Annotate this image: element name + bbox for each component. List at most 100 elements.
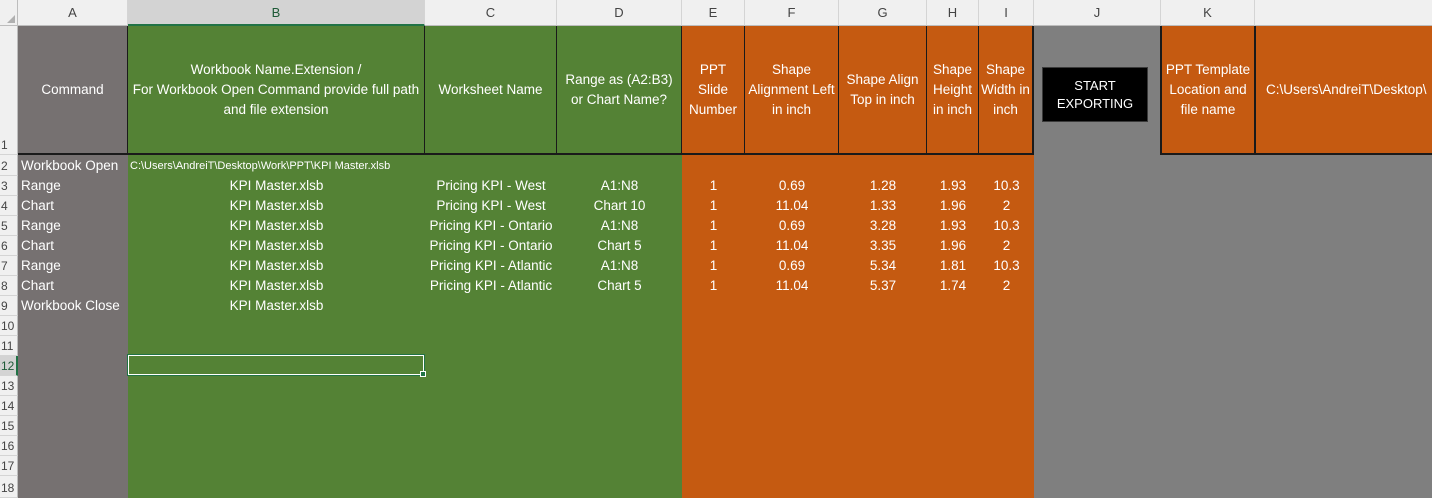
header-height[interactable]: Shape Height in inch bbox=[927, 26, 979, 155]
cell-width[interactable]: 2 bbox=[1002, 198, 1011, 213]
cell-worksheet[interactable]: Pricing KPI - Ontario bbox=[429, 218, 553, 233]
cell-top[interactable]: 1.28 bbox=[869, 178, 897, 193]
fill-handle[interactable] bbox=[420, 371, 426, 377]
row-header-3[interactable]: 3 bbox=[0, 176, 18, 196]
column-header-i[interactable]: I bbox=[979, 0, 1034, 26]
cell-slide[interactable]: 1 bbox=[709, 238, 718, 253]
row-header-2[interactable]: 2 bbox=[0, 155, 18, 176]
cell-height[interactable]: 1.81 bbox=[939, 258, 967, 273]
column-header-d[interactable]: D bbox=[557, 0, 682, 26]
cell-command[interactable]: Chart bbox=[21, 278, 55, 293]
row-header-17[interactable]: 17 bbox=[0, 456, 18, 476]
row-header-14[interactable]: 14 bbox=[0, 396, 18, 416]
cell-left[interactable]: 0.69 bbox=[778, 258, 806, 273]
cell-command[interactable]: Chart bbox=[21, 238, 55, 253]
cell-workbook[interactable]: KPI Master.xlsb bbox=[229, 198, 324, 213]
row-header-8[interactable]: 8 bbox=[0, 276, 18, 296]
cell-range[interactable]: Chart 10 bbox=[593, 198, 646, 213]
cell-width[interactable]: 2 bbox=[1002, 278, 1011, 293]
cell-height[interactable]: 1.74 bbox=[939, 278, 967, 293]
header-width[interactable]: Shape Width in inch bbox=[979, 26, 1034, 155]
cell-worksheet[interactable]: Pricing KPI - West bbox=[436, 198, 546, 213]
column-header-h[interactable]: H bbox=[927, 0, 979, 26]
cell-workbook[interactable]: KPI Master.xlsb bbox=[229, 238, 324, 253]
cell-command[interactable]: Chart bbox=[21, 198, 55, 213]
row-header-9[interactable]: 9 bbox=[0, 296, 18, 316]
cell-workbook[interactable]: KPI Master.xlsb bbox=[229, 298, 324, 313]
cell-top[interactable]: 5.37 bbox=[869, 278, 897, 293]
cell-workbook[interactable]: KPI Master.xlsb bbox=[229, 258, 324, 273]
column-header-e[interactable]: E bbox=[682, 0, 745, 26]
column-header-g[interactable]: G bbox=[839, 0, 927, 26]
row-header-13[interactable]: 13 bbox=[0, 376, 18, 396]
column-header-k[interactable]: K bbox=[1161, 0, 1255, 26]
cell-command[interactable]: Range bbox=[21, 178, 61, 193]
cell-height[interactable]: 1.93 bbox=[939, 218, 967, 233]
header-range[interactable]: Range as (A2:B3) or Chart Name? bbox=[557, 26, 682, 155]
cell-worksheet[interactable]: Pricing KPI - Atlantic bbox=[429, 278, 553, 293]
cell-top[interactable]: 5.34 bbox=[869, 258, 897, 273]
cell-width[interactable]: 10.3 bbox=[993, 258, 1020, 273]
row-header-4[interactable]: 4 bbox=[0, 196, 18, 216]
cell-range[interactable]: Chart 5 bbox=[597, 238, 642, 253]
cell-width[interactable]: 2 bbox=[1002, 238, 1011, 253]
cell-top[interactable]: 3.35 bbox=[869, 238, 897, 253]
cell-width[interactable]: 10.3 bbox=[993, 218, 1020, 233]
row-header-11[interactable]: 11 bbox=[0, 336, 18, 356]
row-header-15[interactable]: 15 bbox=[0, 416, 18, 436]
template-path-cell[interactable]: C:\Users\AndreiT\Desktop\ bbox=[1255, 26, 1432, 155]
select-all-corner[interactable] bbox=[0, 0, 18, 26]
cell-worksheet[interactable]: Pricing KPI - West bbox=[436, 178, 546, 193]
header-slide[interactable]: PPT Slide Number bbox=[682, 26, 745, 155]
cell-left[interactable]: 11.04 bbox=[775, 278, 809, 293]
cell-worksheet[interactable]: Pricing KPI - Ontario bbox=[429, 238, 553, 253]
row-header-1[interactable]: 1 bbox=[0, 26, 18, 155]
cell-command[interactable]: Range bbox=[21, 258, 61, 273]
cell-command[interactable]: Workbook Open bbox=[21, 158, 119, 173]
column-header-l[interactable] bbox=[1255, 0, 1432, 26]
cell-workbook[interactable]: KPI Master.xlsb bbox=[229, 178, 324, 193]
row-header-12[interactable]: 12 bbox=[0, 356, 18, 376]
header-align-top[interactable]: Shape Align Top in inch bbox=[839, 26, 927, 155]
cell-range[interactable]: Chart 5 bbox=[597, 278, 642, 293]
column-header-c[interactable]: C bbox=[425, 0, 557, 26]
column-header-b[interactable]: B bbox=[128, 0, 425, 26]
row-header-18[interactable]: 18 bbox=[0, 476, 18, 498]
cell-workbook-path[interactable]: C:\Users\AndreiT\Desktop\Work\PPT\KPI Ma… bbox=[130, 160, 391, 172]
active-cell-b12[interactable] bbox=[127, 354, 425, 376]
cell-slide[interactable]: 1 bbox=[709, 278, 718, 293]
cell-left[interactable]: 11.04 bbox=[775, 198, 809, 213]
cell-slide[interactable]: 1 bbox=[709, 258, 718, 273]
row-header-6[interactable]: 6 bbox=[0, 236, 18, 256]
cell-range[interactable]: A1:N8 bbox=[600, 218, 639, 233]
cell-command[interactable]: Range bbox=[21, 218, 61, 233]
column-header-a[interactable]: A bbox=[18, 0, 128, 26]
cell-workbook[interactable]: KPI Master.xlsb bbox=[229, 218, 324, 233]
cell-height[interactable]: 1.96 bbox=[939, 198, 967, 213]
cell-left[interactable]: 0.69 bbox=[778, 218, 806, 233]
cell-height[interactable]: 1.96 bbox=[939, 238, 967, 253]
cell-left[interactable]: 11.04 bbox=[775, 238, 809, 253]
row-header-7[interactable]: 7 bbox=[0, 256, 18, 276]
row-header-10[interactable]: 10 bbox=[0, 316, 18, 336]
cell-worksheet[interactable]: Pricing KPI - Atlantic bbox=[429, 258, 553, 273]
cell-range[interactable]: A1:N8 bbox=[600, 258, 639, 273]
cell-width[interactable]: 10.3 bbox=[993, 178, 1020, 193]
cell-workbook[interactable]: KPI Master.xlsb bbox=[229, 278, 324, 293]
header-align-left[interactable]: Shape Alignment Left in inch bbox=[745, 26, 839, 155]
cell-slide[interactable]: 1 bbox=[709, 198, 718, 213]
header-worksheet[interactable]: Worksheet Name bbox=[425, 26, 557, 155]
cell-top[interactable]: 1.33 bbox=[869, 198, 897, 213]
row-header-5[interactable]: 5 bbox=[0, 216, 18, 236]
cell-top[interactable]: 3.28 bbox=[869, 218, 897, 233]
cell-slide[interactable]: 1 bbox=[709, 218, 718, 233]
cell-height[interactable]: 1.93 bbox=[939, 178, 967, 193]
header-ppt-template[interactable]: PPT Template Location and file name bbox=[1160, 26, 1255, 155]
cell-left[interactable]: 0.69 bbox=[778, 178, 806, 193]
header-command[interactable]: Command bbox=[18, 26, 128, 155]
column-header-j[interactable]: J bbox=[1034, 0, 1161, 26]
cell-slide[interactable]: 1 bbox=[709, 178, 718, 193]
header-workbook[interactable]: Workbook Name.Extension / For Workbook O… bbox=[128, 26, 425, 155]
row-header-16[interactable]: 16 bbox=[0, 436, 18, 456]
cell-range[interactable]: A1:N8 bbox=[600, 178, 639, 193]
